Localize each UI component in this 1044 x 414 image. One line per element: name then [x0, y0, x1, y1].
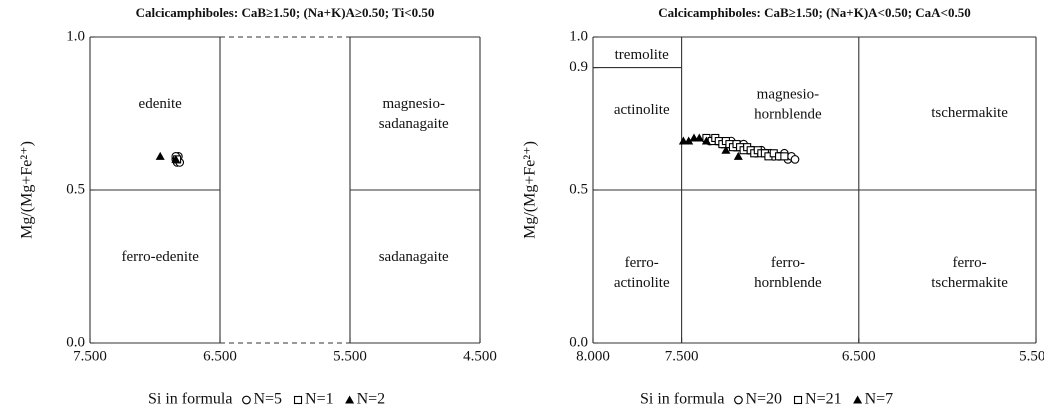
- field-label: ferro-: [771, 255, 805, 271]
- legend-marker: [853, 395, 863, 404]
- field-label: actinolite: [614, 102, 670, 118]
- point: [684, 136, 694, 145]
- x-tick-label: 5.500: [1019, 348, 1044, 364]
- y-axis-label: Mg/(Mg+Fe²⁺): [522, 141, 539, 239]
- x-tick-label: 5.500: [333, 348, 367, 364]
- x-tick-label: 7.500: [665, 348, 699, 364]
- legend-marker: [345, 395, 355, 404]
- field-label: tschermakite: [931, 105, 1008, 121]
- chart-title: Calcicamphiboles: CaB≥1.50; (Na+K)A≥0.50…: [136, 5, 435, 20]
- chart-title: Calcicamphiboles: CaB≥1.50; (Na+K)A<0.50…: [658, 5, 970, 20]
- y-tick-label: 0.0: [569, 334, 588, 350]
- point: [694, 133, 704, 142]
- field-label: magnesio-: [382, 96, 444, 112]
- point: [171, 154, 181, 163]
- x-axis-label: Si in formula: [148, 391, 232, 408]
- y-tick-label: 0.5: [569, 181, 588, 197]
- field-label: ferro-: [625, 255, 659, 271]
- field-label: actinolite: [614, 275, 670, 291]
- legend-marker: [793, 395, 803, 405]
- x-axis-label: Si in formula: [640, 391, 724, 408]
- y-tick-label: 1.0: [569, 28, 588, 44]
- legend-label: N=20: [745, 391, 782, 408]
- y-axis-label: Mg/(Mg+Fe²⁺): [19, 141, 36, 239]
- x-tick-label: 7.500: [73, 348, 107, 364]
- legend-label: N=21: [805, 391, 842, 408]
- field-label: hornblende: [754, 275, 822, 291]
- point: [721, 145, 731, 154]
- y-tick-label: 0.9: [569, 59, 588, 75]
- point: [155, 151, 165, 160]
- y-tick-label: 0.5: [66, 181, 85, 197]
- field-label: sadanagaite: [379, 116, 449, 132]
- field-label: ferro-: [952, 255, 986, 271]
- legend-label: N=2: [357, 391, 386, 408]
- x-tick-label: 6.500: [203, 348, 237, 364]
- legend-label: N=5: [253, 391, 282, 408]
- field-label: magnesio-: [757, 87, 819, 103]
- field-label: edenite: [139, 96, 183, 112]
- field-label: hornblende: [754, 107, 822, 123]
- field-label: ferro-edenite: [121, 249, 199, 265]
- x-tick-label: 4.500: [463, 348, 497, 364]
- point: [780, 152, 789, 161]
- legend-marker: [734, 395, 743, 405]
- legend-marker: [242, 395, 251, 405]
- field-label: tremolite: [615, 47, 669, 63]
- y-tick-label: 0.0: [66, 334, 85, 350]
- legend-label: N=1: [305, 391, 334, 408]
- legend-marker: [293, 395, 303, 405]
- field-label: tschermakite: [931, 275, 1008, 291]
- y-tick-label: 1.0: [66, 28, 85, 44]
- legend-label: N=7: [865, 391, 894, 408]
- point: [790, 155, 800, 164]
- x-tick-label: 6.500: [842, 348, 876, 364]
- point: [733, 151, 743, 160]
- field-label: sadanagaite: [379, 249, 449, 265]
- x-tick-label: 8.000: [576, 348, 610, 364]
- point: [701, 136, 711, 145]
